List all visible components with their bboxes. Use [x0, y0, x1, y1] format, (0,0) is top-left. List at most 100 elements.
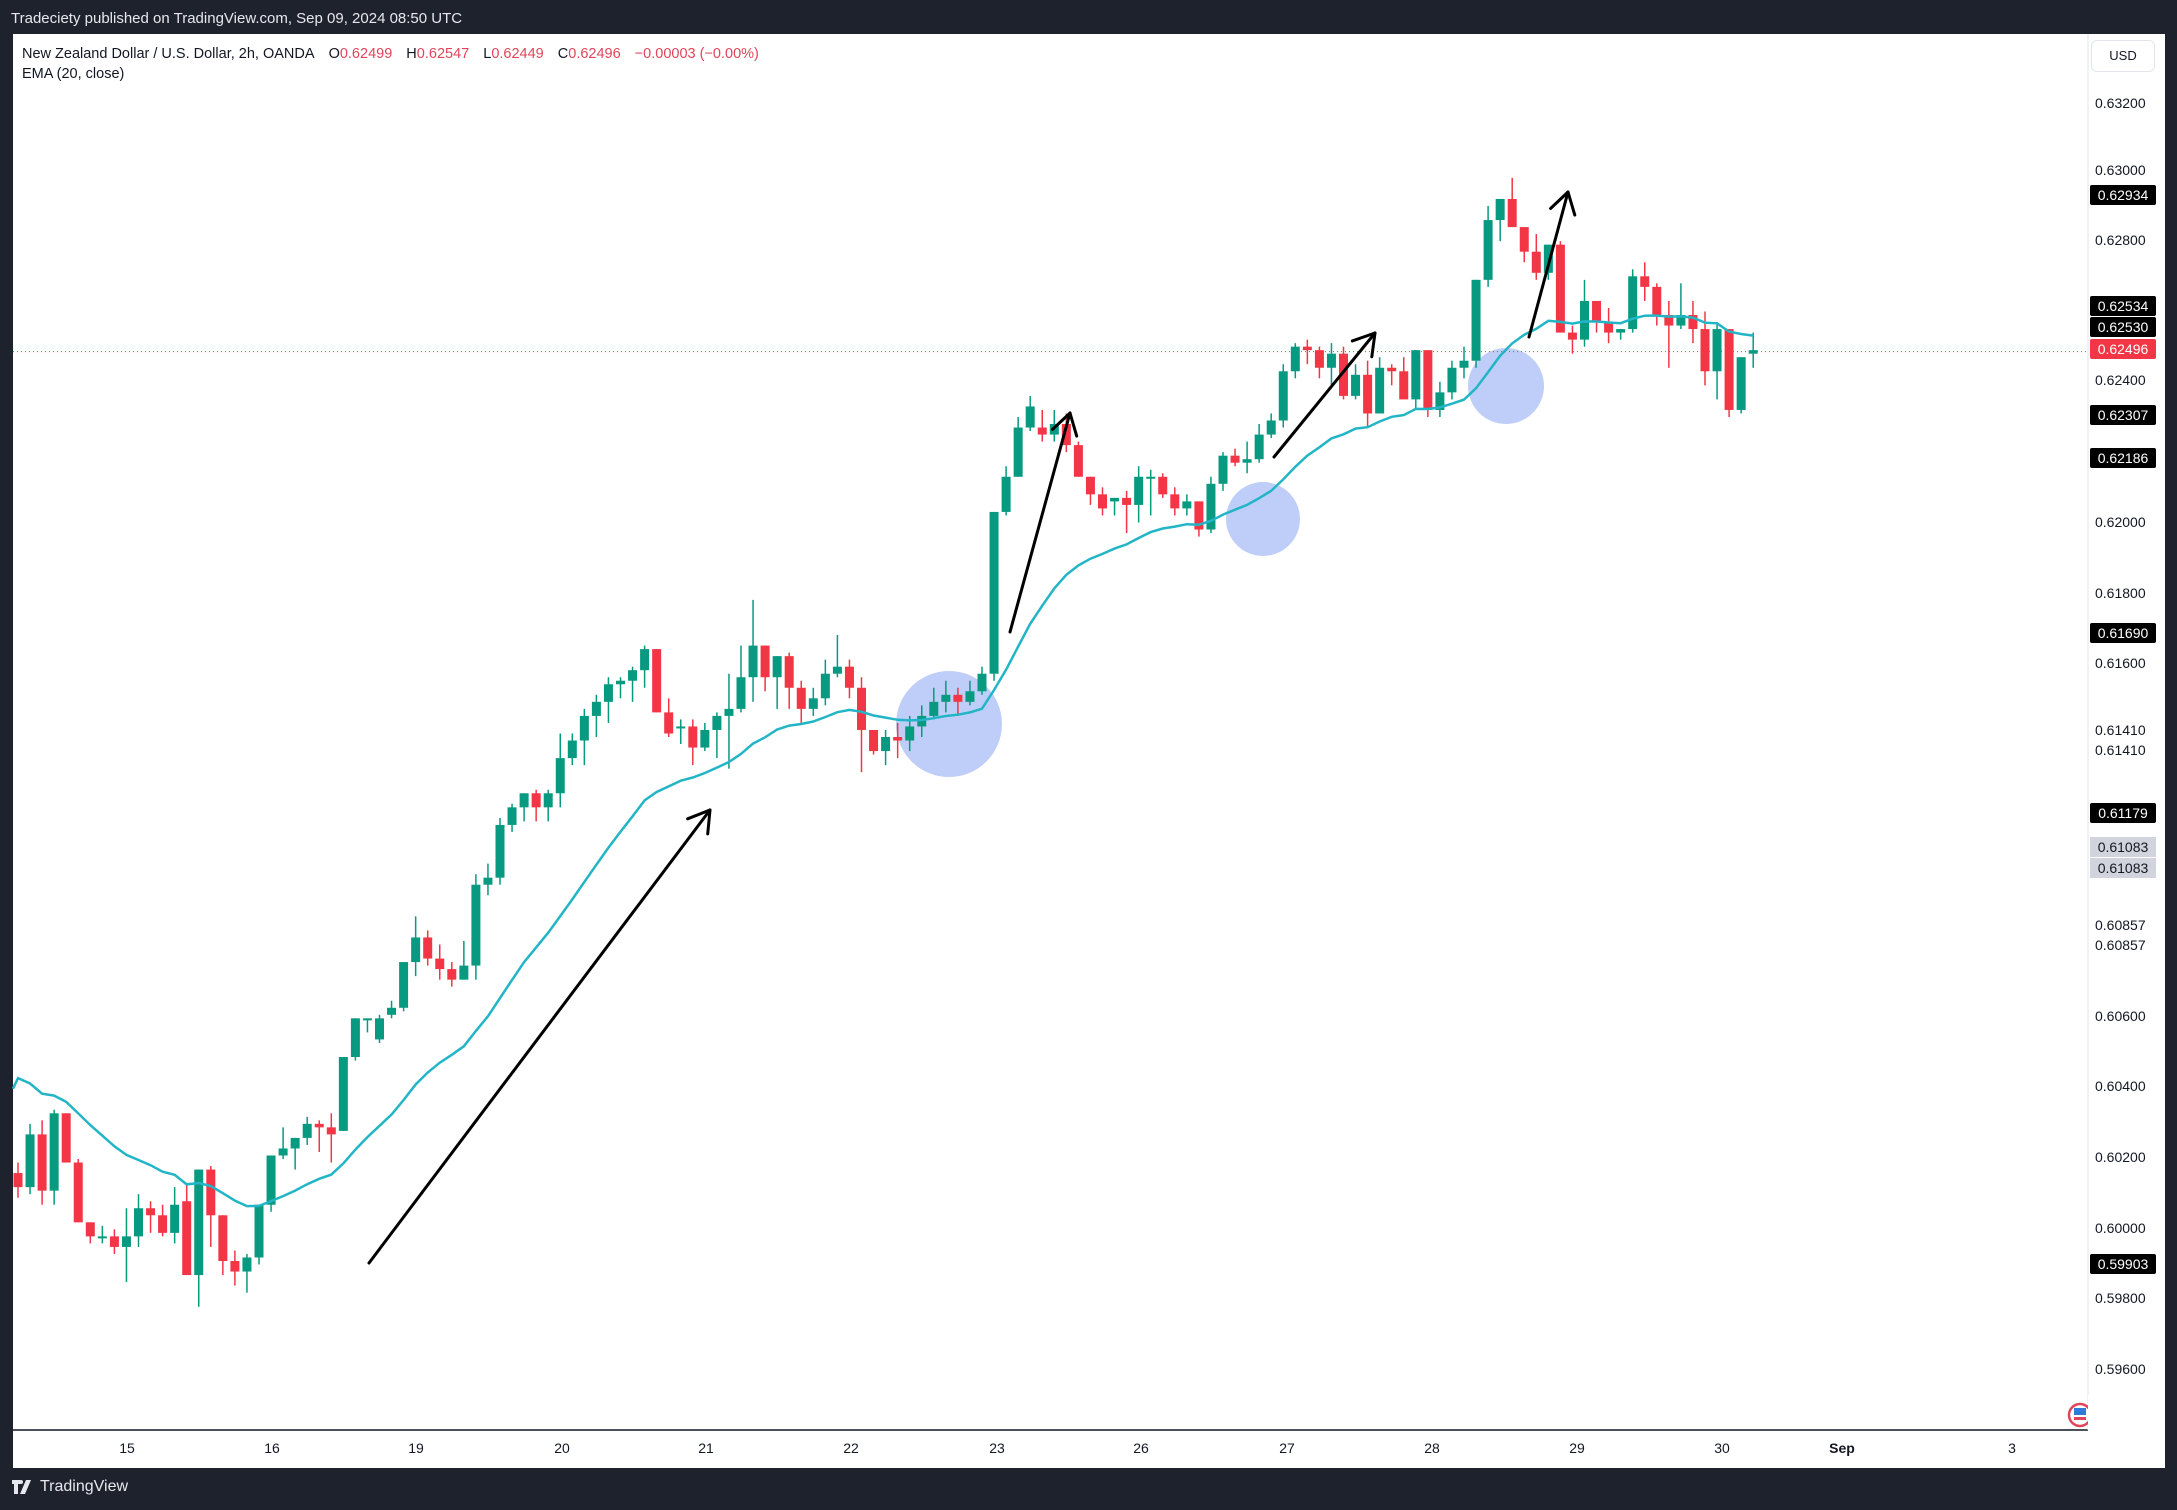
- candle[interactable]: [507, 803, 517, 832]
- candle[interactable]: [85, 1222, 95, 1244]
- candle[interactable]: [1580, 279, 1589, 347]
- candle[interactable]: [543, 789, 553, 822]
- candle[interactable]: [1724, 329, 1734, 417]
- trend-arrow[interactable]: [1008, 411, 1079, 634]
- candle[interactable]: [616, 677, 625, 699]
- indicator-label[interactable]: EMA (20, close): [22, 66, 125, 82]
- candle[interactable]: [254, 1204, 264, 1265]
- candle[interactable]: [338, 1057, 348, 1131]
- candle[interactable]: [1423, 350, 1433, 417]
- candle[interactable]: [1122, 490, 1132, 534]
- candle[interactable]: [1471, 279, 1481, 368]
- candle[interactable]: [1098, 487, 1107, 516]
- candle[interactable]: [1363, 360, 1373, 428]
- candle[interactable]: [1399, 357, 1409, 400]
- candle[interactable]: [736, 645, 746, 713]
- candle[interactable]: [362, 1018, 372, 1033]
- candle[interactable]: [724, 673, 734, 769]
- candle[interactable]: [881, 729, 891, 766]
- candle[interactable]: [1170, 487, 1180, 516]
- candle[interactable]: [109, 1229, 119, 1254]
- candle[interactable]: [1085, 476, 1095, 505]
- candle[interactable]: [1351, 364, 1361, 400]
- candle[interactable]: [1688, 300, 1698, 344]
- candle[interactable]: [652, 649, 662, 713]
- candle[interactable]: [13, 1162, 23, 1198]
- candle[interactable]: [748, 599, 758, 702]
- candle[interactable]: [1435, 381, 1445, 417]
- candle[interactable]: [1061, 413, 1071, 453]
- candle[interactable]: [1519, 227, 1529, 263]
- candle[interactable]: [1326, 343, 1336, 386]
- candle[interactable]: [495, 817, 505, 885]
- highlight-circle[interactable]: [896, 671, 1002, 777]
- candle[interactable]: [1290, 343, 1300, 379]
- candle[interactable]: [1495, 198, 1505, 242]
- candle[interactable]: [1748, 332, 1758, 368]
- candle[interactable]: [700, 722, 710, 752]
- candle[interactable]: [61, 1113, 71, 1163]
- candle[interactable]: [1110, 497, 1120, 516]
- candle[interactable]: [435, 944, 445, 980]
- candle[interactable]: [423, 930, 433, 966]
- candle[interactable]: [1073, 441, 1083, 477]
- candle[interactable]: [1664, 300, 1674, 368]
- trend-arrow[interactable]: [1272, 331, 1377, 459]
- candle[interactable]: [688, 719, 698, 766]
- candle[interactable]: [796, 680, 806, 723]
- candle[interactable]: [1483, 205, 1493, 287]
- candle[interactable]: [447, 962, 457, 987]
- candle[interactable]: [25, 1123, 35, 1195]
- candle[interactable]: [905, 715, 915, 752]
- candle[interactable]: [531, 789, 541, 822]
- candle[interactable]: [893, 722, 903, 759]
- candle[interactable]: [1459, 346, 1469, 379]
- candle[interactable]: [399, 962, 409, 1012]
- candle[interactable]: [857, 677, 866, 773]
- candle[interactable]: [772, 656, 782, 709]
- candle[interactable]: [471, 874, 481, 980]
- candle[interactable]: [1447, 360, 1457, 400]
- candle[interactable]: [290, 1137, 300, 1170]
- candle[interactable]: [1266, 413, 1276, 439]
- candle[interactable]: [640, 645, 650, 688]
- candle[interactable]: [37, 1120, 47, 1205]
- candle[interactable]: [989, 511, 999, 681]
- candle[interactable]: [977, 666, 987, 695]
- candle[interactable]: [567, 733, 577, 766]
- candle[interactable]: [1640, 262, 1650, 301]
- candle[interactable]: [194, 1169, 204, 1307]
- candle[interactable]: [1531, 234, 1541, 280]
- candle[interactable]: [519, 793, 529, 822]
- candle[interactable]: [158, 1204, 168, 1237]
- candle[interactable]: [134, 1194, 143, 1247]
- highlight-circle[interactable]: [1226, 482, 1300, 556]
- candle[interactable]: [121, 1208, 131, 1283]
- candle[interactable]: [1158, 473, 1168, 498]
- candle[interactable]: [1146, 469, 1156, 516]
- candle[interactable]: [965, 680, 975, 706]
- candle[interactable]: [1242, 441, 1252, 474]
- candle[interactable]: [1302, 339, 1312, 365]
- candle[interactable]: [676, 719, 686, 745]
- candle[interactable]: [1278, 364, 1288, 428]
- candle[interactable]: [1314, 346, 1324, 379]
- candle[interactable]: [1616, 329, 1626, 340]
- candle[interactable]: [1567, 325, 1577, 354]
- candle[interactable]: [929, 687, 939, 720]
- candle[interactable]: [1254, 424, 1264, 463]
- candle[interactable]: [1555, 241, 1565, 333]
- candle[interactable]: [1230, 448, 1240, 467]
- candle[interactable]: [591, 694, 601, 738]
- candle[interactable]: [1592, 300, 1602, 333]
- candle[interactable]: [760, 645, 770, 692]
- candle[interactable]: [869, 729, 879, 755]
- candle[interactable]: [1652, 283, 1662, 326]
- candle[interactable]: [844, 659, 854, 699]
- candle[interactable]: [832, 635, 842, 678]
- candle[interactable]: [628, 666, 638, 702]
- candle[interactable]: [953, 687, 963, 716]
- candle[interactable]: [182, 1183, 192, 1276]
- candle[interactable]: [603, 677, 613, 723]
